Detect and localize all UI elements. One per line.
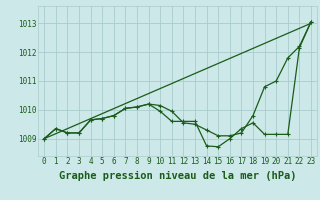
X-axis label: Graphe pression niveau de la mer (hPa): Graphe pression niveau de la mer (hPa) [59, 171, 296, 181]
